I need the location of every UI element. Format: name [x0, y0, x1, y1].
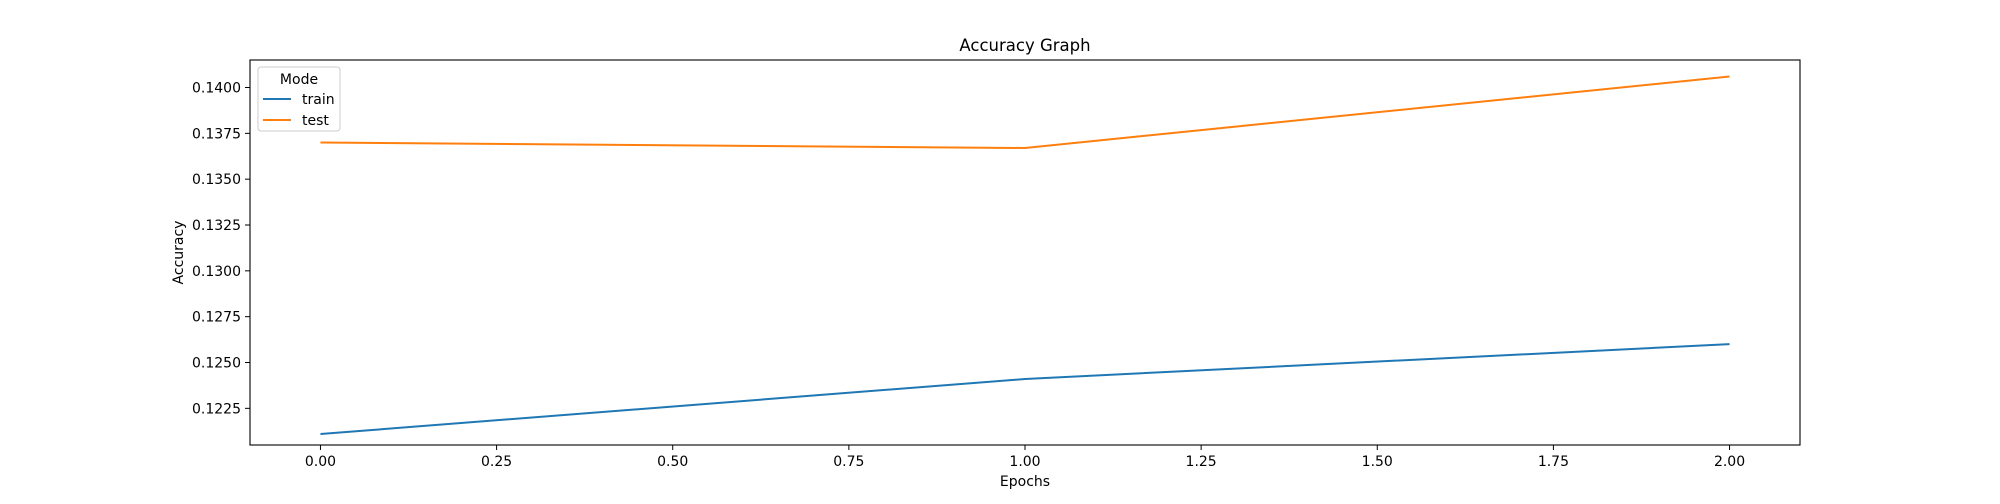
- y-tick-label: 0.1225: [192, 401, 241, 417]
- x-axis-label: Epochs: [1000, 474, 1050, 490]
- x-tick-label: 1.00: [1009, 454, 1040, 470]
- y-tick-label: 0.1300: [192, 264, 241, 280]
- y-axis-label: Accuracy: [171, 221, 187, 285]
- series-lines: [320, 75, 1730, 435]
- x-tick-label: 0.00: [305, 454, 336, 470]
- legend-label-test: test: [302, 113, 329, 129]
- y-tick-label: 0.1350: [192, 172, 241, 188]
- y-tick-label: 0.1275: [192, 310, 241, 326]
- y-axis-ticks: 0.1225 0.1250 0.1275 0.1300 0.1325 0.1350 0.13…: [192, 81, 250, 417]
- chart-title: Accuracy Graph: [959, 36, 1090, 55]
- legend-title: Mode: [280, 72, 318, 88]
- y-tick-label: 0.1325: [192, 218, 241, 234]
- y-tick-label: 0.1375: [192, 126, 241, 142]
- x-tick-label: 1.50: [1362, 454, 1393, 470]
- y-tick-label: 0.1400: [192, 81, 241, 97]
- plot-frame: [249, 59, 1801, 446]
- legend-box: [257, 66, 341, 132]
- x-tick-label: 0.75: [833, 454, 864, 470]
- y-tick-label: 0.1250: [192, 356, 241, 372]
- legend: Mode train test: [257, 66, 341, 132]
- series-line-test: [320, 75, 1730, 149]
- series-line-train: [320, 343, 1730, 435]
- x-tick-label: 1.75: [1538, 454, 1569, 470]
- x-tick-label: 1.25: [1186, 454, 1217, 470]
- x-axis-ticks: 0.00 0.25 0.50 0.75 1.00 1.25 1.50 1.75 2.00: [305, 445, 1745, 470]
- legend-label-train: train: [302, 92, 335, 108]
- x-tick-label: 2.00: [1714, 454, 1745, 470]
- x-tick-label: 0.50: [657, 454, 688, 470]
- x-tick-label: 0.25: [481, 454, 512, 470]
